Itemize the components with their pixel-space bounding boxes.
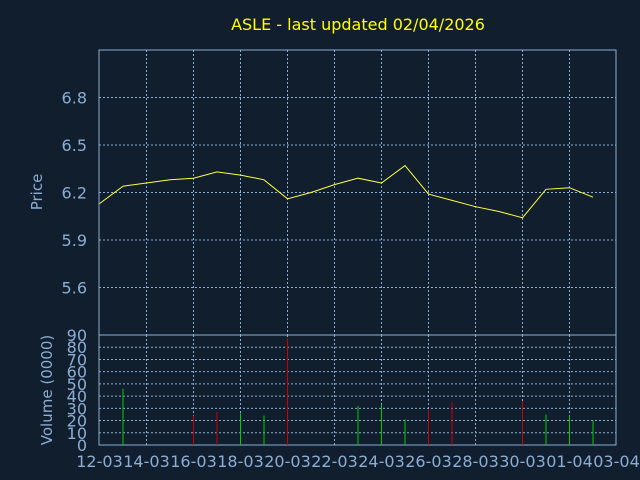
date-x-tick-label: 22-03 <box>311 452 358 471</box>
price-grid <box>99 50 616 335</box>
date-x-tick-label: 26-03 <box>405 452 452 471</box>
date-x-tick-label: 18-03 <box>217 452 264 471</box>
volume-y-tick-label: 90 <box>67 326 87 345</box>
volume-y-tick-label: 80 <box>67 338 87 357</box>
volume-bars <box>122 338 594 445</box>
date-x-ticks: 12-03 14-03 16-03 18-03 20-03 22-03 24-03 26-03… <box>76 452 640 471</box>
volume-y-tick-label: 0 <box>77 436 87 455</box>
date-x-tick-label: 30-03 <box>499 452 546 471</box>
price-y-tick-label: 5.6 <box>62 279 87 298</box>
date-x-tick-label: 12-03 <box>76 452 123 471</box>
date-x-tick-label: 24-03 <box>358 452 405 471</box>
volume-y-axis-label: Volume (0000) <box>38 335 56 445</box>
price-panel: 5.6 5.9 6.2 6.5 6.8 Price <box>28 49 617 336</box>
volume-y-tick-label: 70 <box>67 350 87 369</box>
price-y-tick-label: 6.8 <box>62 89 87 108</box>
date-x-tick-label: 01-04 <box>546 452 593 471</box>
price-series-line <box>99 164 594 219</box>
date-x-tick-label: 03-04 <box>593 452 640 471</box>
date-x-tick-label: 28-03 <box>452 452 499 471</box>
volume-y-tick-label: 30 <box>67 399 87 418</box>
volume-y-tick-label: 60 <box>67 363 87 382</box>
price-y-tick-label: 6.2 <box>62 184 87 203</box>
price-y-axis-label: Price <box>28 174 46 211</box>
price-y-tick-label: 5.9 <box>62 231 87 250</box>
price-y-tick-label: 6.5 <box>62 136 87 155</box>
volume-y-tick-label: 20 <box>67 412 87 431</box>
chart-title: ASLE - last updated 02/04/2026 <box>231 15 485 34</box>
date-x-tick-label: 16-03 <box>170 452 217 471</box>
volume-y-tick-label: 50 <box>67 375 87 394</box>
volume-y-tick-label: 10 <box>67 424 87 443</box>
price-y-ticks: 5.6 5.9 6.2 6.5 6.8 <box>62 89 87 298</box>
volume-y-tick-label: 40 <box>67 387 87 406</box>
date-x-tick-label: 14-03 <box>123 452 170 471</box>
date-x-tick-label: 20-03 <box>264 452 311 471</box>
